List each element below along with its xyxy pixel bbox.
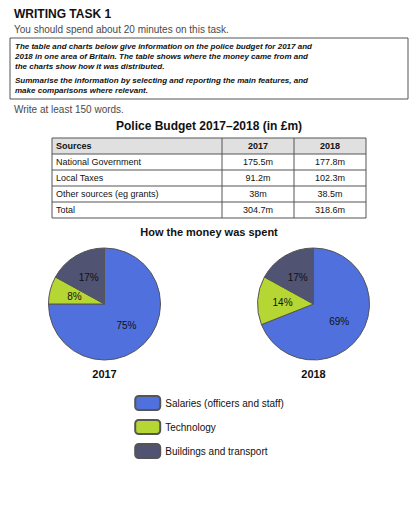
- svg-text:Salaries (officers and staff): Salaries (officers and staff): [165, 398, 284, 409]
- svg-text:38.5m: 38.5m: [317, 189, 342, 199]
- svg-text:102.3m: 102.3m: [315, 173, 345, 183]
- svg-text:National Government: National Government: [56, 157, 142, 167]
- svg-text:The table and charts below giv: The table and charts below give informat…: [15, 42, 313, 51]
- svg-text:Summarise the information by s: Summarise the information by selecting a…: [15, 76, 309, 85]
- svg-text:38m: 38m: [249, 189, 267, 199]
- svg-text:8%: 8%: [67, 291, 82, 302]
- svg-text:304.7m: 304.7m: [243, 205, 273, 215]
- svg-text:You should spend about 20 minu: You should spend about 20 minutes on thi…: [14, 24, 229, 35]
- svg-text:91.2m: 91.2m: [245, 173, 270, 183]
- svg-text:69%: 69%: [329, 316, 349, 327]
- svg-text:Total: Total: [56, 205, 75, 215]
- svg-text:17%: 17%: [288, 272, 308, 283]
- svg-text:How the money was spent: How the money was spent: [140, 226, 278, 238]
- svg-text:make comparisons where relevan: make comparisons where relevant.: [15, 86, 148, 95]
- svg-text:175.5m: 175.5m: [243, 157, 273, 167]
- svg-text:Sources: Sources: [56, 141, 92, 151]
- svg-text:Write at least 150 words.: Write at least 150 words.: [14, 104, 124, 115]
- svg-text:Buildings and transport: Buildings and transport: [165, 446, 268, 457]
- svg-text:WRITING TASK 1: WRITING TASK 1: [14, 7, 111, 21]
- svg-text:14%: 14%: [273, 297, 293, 308]
- svg-text:2017: 2017: [92, 368, 116, 380]
- svg-text:318.6m: 318.6m: [315, 205, 345, 215]
- svg-text:Other sources (eg grants): Other sources (eg grants): [56, 189, 159, 199]
- svg-text:177.8m: 177.8m: [315, 157, 345, 167]
- svg-text:2018 in one area of Britain. T: 2018 in one area of Britain. The table s…: [14, 52, 309, 61]
- svg-text:Police Budget 2017–2018 (in £m: Police Budget 2017–2018 (in £m): [116, 119, 302, 133]
- svg-text:2017: 2017: [248, 141, 268, 151]
- svg-text:Local Taxes: Local Taxes: [56, 173, 104, 183]
- svg-text:2018: 2018: [301, 368, 325, 380]
- svg-text:Technology: Technology: [165, 422, 216, 433]
- svg-text:2018: 2018: [320, 141, 340, 151]
- svg-text:17%: 17%: [79, 272, 99, 283]
- svg-text:75%: 75%: [116, 320, 136, 331]
- svg-text:the charts show how it was dis: the charts show how it was distributed.: [15, 62, 164, 71]
